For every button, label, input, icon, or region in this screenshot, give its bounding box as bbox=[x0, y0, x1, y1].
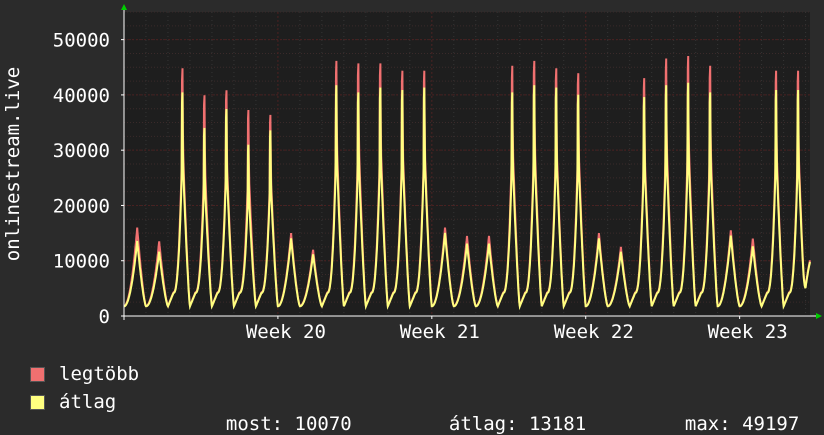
x-tick-labels: Week 20 Week 21 Week 22 Week 23 bbox=[246, 321, 788, 343]
series-line-avg bbox=[124, 82, 811, 311]
y-tick-labels: 0 10000 20000 30000 40000 50000 bbox=[53, 30, 110, 328]
legend-label-avg: átlag bbox=[59, 391, 117, 413]
avg-series-layer bbox=[124, 82, 811, 311]
stat-max-label: max: bbox=[684, 413, 731, 435]
grid-layer bbox=[123, 11, 810, 317]
x-tick-label: Week 21 bbox=[400, 321, 480, 343]
stat-average: átlag: 13181 bbox=[426, 391, 586, 435]
x-tick-label: Week 23 bbox=[708, 321, 788, 343]
y-axis-arrow bbox=[121, 4, 127, 10]
x-tick-label: Week 22 bbox=[554, 321, 634, 343]
y-tick-label: 0 bbox=[99, 306, 110, 328]
y-tick-label: 40000 bbox=[53, 85, 110, 107]
y-tick-label: 30000 bbox=[53, 140, 110, 162]
x-axis-arrow bbox=[816, 313, 822, 319]
axis-layer bbox=[121, 4, 822, 320]
legend-label-max: legtöbb bbox=[59, 363, 140, 385]
stat-average-label: átlag: bbox=[448, 413, 518, 435]
y-tick-label: 50000 bbox=[53, 30, 110, 52]
legend-entry-avg: átlag bbox=[30, 391, 116, 413]
stat-max: max: 49197 bbox=[662, 391, 799, 435]
stat-current-value: 10070 bbox=[294, 413, 352, 435]
legend-entry-max: legtöbb bbox=[30, 363, 139, 385]
x-tick-label: Week 20 bbox=[246, 321, 326, 343]
legend-swatch-max bbox=[30, 366, 45, 382]
y-tick-label: 10000 bbox=[53, 251, 110, 273]
stat-average-value: 13181 bbox=[528, 413, 587, 435]
y-axis-label: onlinestream.live bbox=[2, 67, 24, 261]
stat-max-value: 49197 bbox=[742, 413, 800, 435]
stat-current-label: most: bbox=[225, 413, 284, 435]
stat-current: most: 10070 bbox=[203, 391, 352, 435]
y-tick-label: 20000 bbox=[53, 195, 110, 217]
legend-swatch-avg bbox=[30, 394, 45, 410]
